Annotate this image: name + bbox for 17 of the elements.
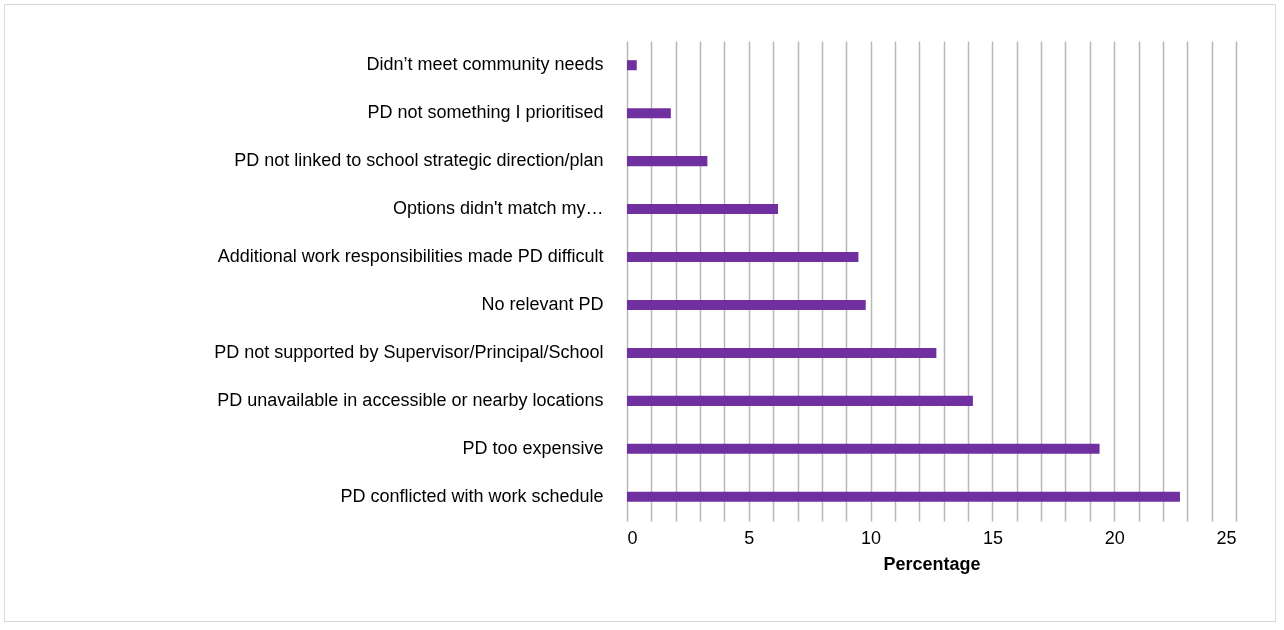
x-tick-label: 10: [861, 527, 882, 548]
y-tick-label: PD not supported by Supervisor/Principal/School: [214, 341, 604, 362]
x-tick-label: 20: [1104, 527, 1125, 548]
x-axis-title: Percentage: [883, 553, 981, 574]
y-tick-label: Options didn't match my…: [392, 198, 604, 219]
x-tick-label: 5: [744, 527, 755, 548]
y-tick-label: PD not linked to school strategic direction/plan: [234, 150, 604, 171]
y-tick-label: No relevant PD: [481, 293, 604, 314]
y-tick-label: PD too expensive: [462, 437, 604, 458]
x-tick-label: 15: [982, 527, 1003, 548]
y-tick-label: Additional work responsibilities made PD difficult: [217, 246, 604, 267]
y-tick-label: PD conflicted with work schedule: [340, 485, 604, 506]
y-tick-label: PD not something I prioritised: [367, 102, 604, 123]
x-tick-label: 0: [627, 527, 638, 548]
y-tick-label: Didn’t meet community needs: [366, 54, 604, 75]
x-tick-label: 25: [1216, 527, 1237, 548]
y-tick-label: PD unavailable in accessible or nearby locations: [217, 389, 604, 410]
